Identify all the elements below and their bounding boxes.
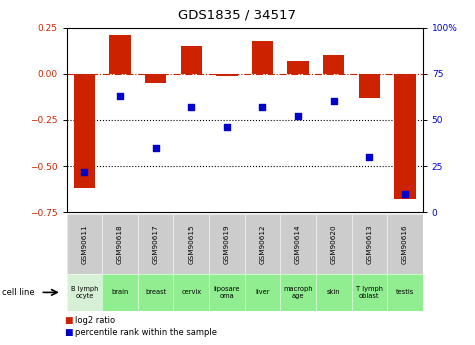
Text: testis: testis [396,289,414,295]
Point [401,191,408,196]
Text: GSM90617: GSM90617 [152,224,159,264]
Text: GDS1835 / 34517: GDS1835 / 34517 [179,9,296,22]
Text: cell line: cell line [2,288,35,297]
Text: macroph
age: macroph age [283,286,313,299]
Text: skin: skin [327,289,341,295]
Text: GSM90615: GSM90615 [188,224,194,264]
Bar [323,55,344,74]
Text: GSM90620: GSM90620 [331,224,337,264]
Text: GSM90614: GSM90614 [295,224,301,264]
Bar [74,74,95,188]
Text: percentile rank within the sample: percentile rank within the sample [75,328,217,337]
Bar [287,61,309,74]
Text: GSM90619: GSM90619 [224,224,230,264]
Bar [109,35,131,74]
Point [330,99,337,104]
Point [80,169,88,174]
Text: breast: breast [145,289,166,295]
Bar [394,74,416,199]
Text: cervix: cervix [181,289,201,295]
Text: B lymph
ocyte: B lymph ocyte [71,286,98,299]
Text: GSM90612: GSM90612 [259,224,266,264]
Text: T lymph
oblast: T lymph oblast [356,286,383,299]
Point [152,145,160,150]
Bar [252,40,273,74]
Point [187,104,195,110]
Text: GSM90618: GSM90618 [117,224,123,264]
Text: liver: liver [255,289,270,295]
Point [116,93,124,99]
Bar [145,74,166,83]
Bar [359,74,380,98]
Bar [180,46,202,74]
Text: GSM90611: GSM90611 [81,224,87,264]
Point [223,125,231,130]
Point [258,104,266,110]
Text: GSM90613: GSM90613 [366,224,372,264]
Text: ■: ■ [64,328,73,337]
Bar [216,74,238,76]
Text: log2 ratio: log2 ratio [75,316,115,325]
Text: liposare
oma: liposare oma [214,286,240,299]
Point [294,114,302,119]
Text: brain: brain [111,289,129,295]
Text: GSM90616: GSM90616 [402,224,408,264]
Text: ■: ■ [64,316,73,325]
Point [366,154,373,159]
